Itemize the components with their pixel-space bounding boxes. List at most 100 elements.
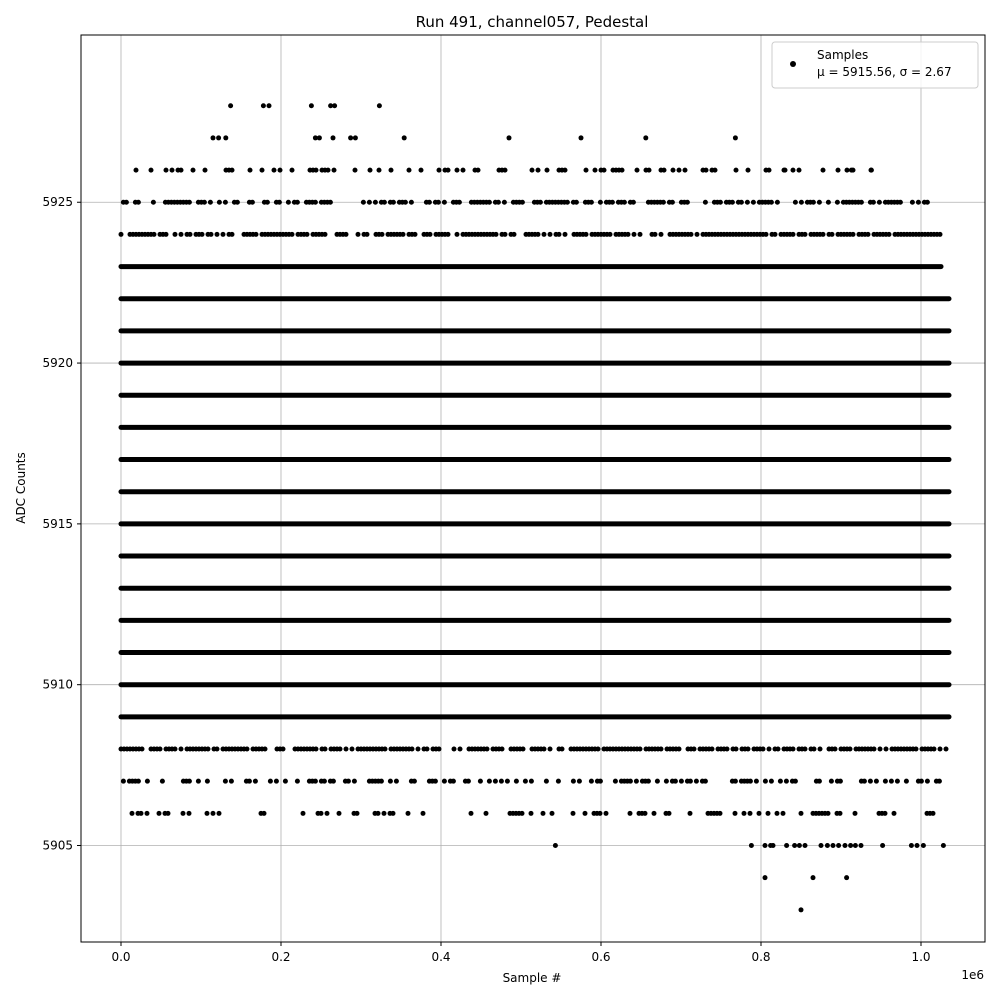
- data-point: [768, 778, 774, 784]
- data-point: [646, 167, 652, 173]
- data-point: [486, 199, 492, 205]
- data-point: [381, 810, 387, 816]
- data-point: [400, 231, 406, 237]
- data-point: [847, 746, 853, 752]
- data-point: [908, 843, 914, 849]
- data-point: [519, 199, 525, 205]
- data-point: [876, 199, 882, 205]
- data-point: [441, 199, 447, 205]
- data-point: [169, 167, 175, 173]
- y-tick-label: 5905: [42, 839, 73, 853]
- data-point: [282, 778, 288, 784]
- data-point: [702, 778, 708, 784]
- data-point: [506, 135, 512, 141]
- data-point: [528, 810, 534, 816]
- x-tick-label: 0.4: [431, 950, 450, 964]
- data-point: [832, 746, 838, 752]
- data-point: [732, 135, 738, 141]
- data-point: [456, 199, 462, 205]
- data-point: [663, 778, 669, 784]
- data-point: [178, 231, 184, 237]
- data-point: [415, 746, 421, 752]
- data-point: [888, 778, 894, 784]
- data-point: [360, 199, 366, 205]
- data-point: [811, 746, 817, 752]
- data-point: [733, 746, 739, 752]
- data-point: [940, 843, 946, 849]
- data-point: [792, 778, 798, 784]
- data-point: [202, 167, 208, 173]
- data-point: [660, 199, 666, 205]
- data-point: [468, 810, 474, 816]
- data-point: [694, 231, 700, 237]
- data-point: [670, 167, 676, 173]
- data-point: [848, 843, 854, 849]
- data-point: [273, 778, 279, 784]
- data-point: [882, 778, 888, 784]
- data-point: [612, 778, 618, 784]
- data-point: [816, 199, 822, 205]
- data-point: [543, 778, 549, 784]
- data-point: [337, 746, 343, 752]
- data-point: [842, 843, 848, 849]
- data-point: [802, 231, 808, 237]
- data-point: [603, 810, 609, 816]
- data-point: [537, 199, 543, 205]
- data-point: [576, 778, 582, 784]
- x-tick-label: 1.0: [911, 950, 930, 964]
- data-point: [129, 810, 135, 816]
- data-point: [247, 167, 253, 173]
- data-point: [931, 746, 937, 752]
- data-point: [676, 746, 682, 752]
- data-point: [627, 778, 633, 784]
- data-point: [688, 231, 694, 237]
- data-point: [555, 778, 561, 784]
- x-tick-label: 0.2: [271, 950, 290, 964]
- data-point: [914, 843, 920, 849]
- data-point: [645, 778, 651, 784]
- data-point: [351, 778, 357, 784]
- data-point: [818, 843, 824, 849]
- data-point: [228, 778, 234, 784]
- data-point: [205, 746, 211, 752]
- data-point: [588, 199, 594, 205]
- data-point: [214, 746, 220, 752]
- data-point: [426, 199, 432, 205]
- data-point: [691, 746, 697, 752]
- data-point: [738, 199, 744, 205]
- legend-marker: [790, 61, 796, 67]
- data-point: [903, 778, 909, 784]
- data-point: [583, 167, 589, 173]
- data-point: [597, 199, 603, 205]
- data-point: [328, 103, 334, 109]
- data-point: [120, 778, 126, 784]
- data-point: [918, 778, 924, 784]
- data-point: [825, 199, 831, 205]
- data-point: [747, 810, 753, 816]
- data-point: [852, 810, 858, 816]
- data-point: [631, 231, 637, 237]
- data-point: [327, 199, 333, 205]
- data-point: [741, 810, 747, 816]
- data-point: [201, 199, 207, 205]
- data-point: [687, 810, 693, 816]
- data-point: [802, 746, 808, 752]
- data-point: [222, 199, 228, 205]
- data-point: [544, 167, 550, 173]
- data-point: [367, 167, 373, 173]
- data-point: [732, 810, 738, 816]
- data-point: [304, 231, 310, 237]
- data-point: [276, 199, 282, 205]
- data-point: [633, 778, 639, 784]
- data-point: [222, 778, 228, 784]
- y-axis-ticks: 5905 5910 5915 5920 5925: [42, 195, 81, 853]
- data-point: [867, 778, 873, 784]
- data-point: [844, 875, 850, 881]
- data-point: [676, 167, 682, 173]
- data-point: [873, 778, 879, 784]
- data-point: [837, 778, 843, 784]
- data-point: [522, 778, 528, 784]
- data-point: [682, 167, 688, 173]
- legend-stats: μ = 5915.56, σ = 2.67: [817, 65, 952, 79]
